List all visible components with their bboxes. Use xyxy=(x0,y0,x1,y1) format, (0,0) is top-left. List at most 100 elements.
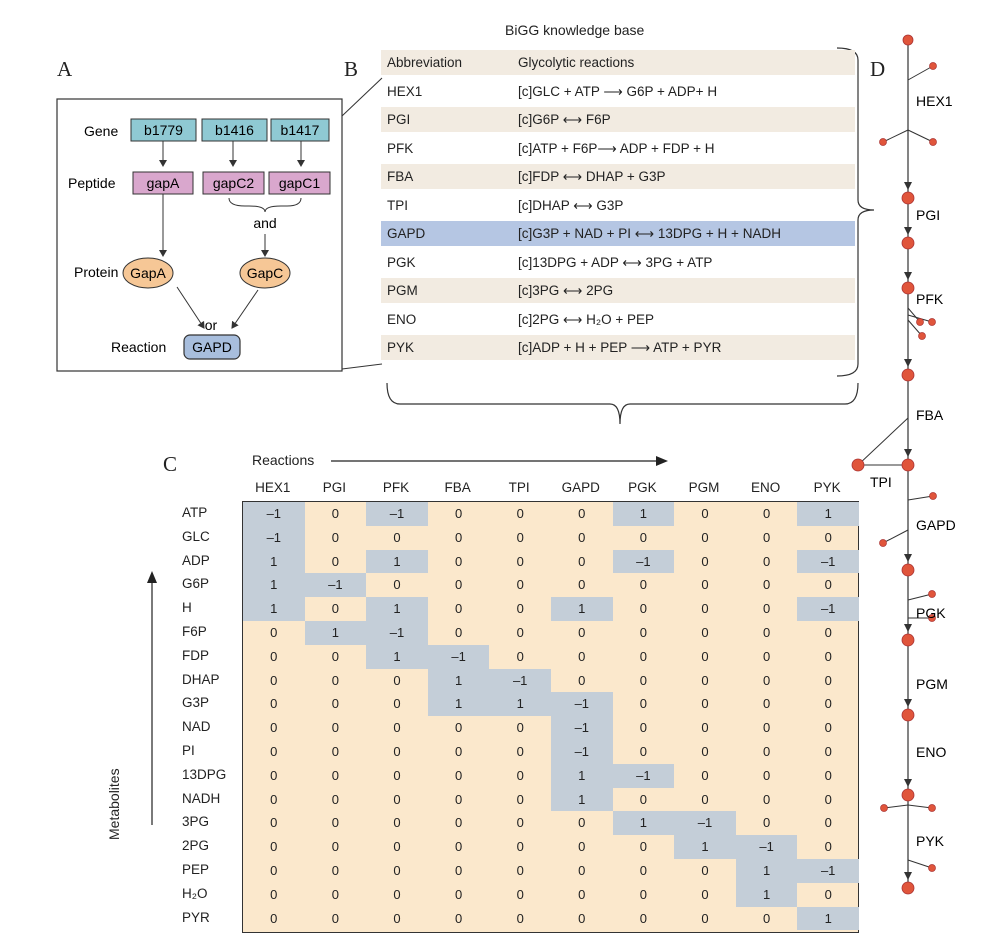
matrix-col-pyk: PYK xyxy=(813,480,841,495)
matrix-row-label: PEP xyxy=(182,862,210,877)
matrix-cell: 0 xyxy=(824,696,832,712)
matrix-cell: 0 xyxy=(824,529,832,545)
matrix-cell: 0 xyxy=(639,648,647,664)
matrix-cell: 0 xyxy=(824,839,832,855)
matrix-cell: 0 xyxy=(762,506,771,521)
kb-header-row: Abbreviation Glycolytic reactions xyxy=(381,50,855,75)
matrix-cell: 0 xyxy=(762,672,771,688)
kb-row-fba: FBA [c]FDP ⟷ DHAP + G3P xyxy=(381,164,855,189)
matrix-cell: –1 xyxy=(489,668,551,693)
matrix-col-pgm: PGM xyxy=(688,480,720,495)
pathway-metabolite-node xyxy=(901,881,915,895)
protein-GapA: GapA xyxy=(122,257,174,289)
kb-row-pgm: PGM [c]3PG ⟷ 2PG xyxy=(381,278,855,303)
matrix-cell: 0 xyxy=(393,863,401,878)
reaction-level-label: Reaction xyxy=(111,339,166,355)
gene-b1416: b1416 xyxy=(201,118,268,142)
stoichiometric-matrix: –1 0 –1 0 0 0 1 0 0 1 –1 0 0 0 0 0 0 0 0 0 1 0 1 0 0 0 –1 0 0 –1 1 –1 0 0… xyxy=(242,501,859,933)
matrix-cell: 0 xyxy=(762,553,771,569)
matrix-cell: 0 xyxy=(516,577,524,593)
matrix-row-label: DHAP xyxy=(182,671,220,687)
pathway-branch xyxy=(907,129,934,143)
pathway-cofactor-node xyxy=(929,62,937,70)
kb-abbr: PGK xyxy=(387,254,416,270)
matrix-cell: 0 xyxy=(824,625,832,640)
matrix-cell: 0 xyxy=(762,720,771,736)
matrix-cell: 0 xyxy=(516,910,524,926)
matrix-col-pgi: PGI xyxy=(322,480,347,495)
pathway-branch xyxy=(907,495,934,501)
pathway-cofactor-node xyxy=(928,318,936,326)
brace-right xyxy=(836,47,875,377)
matrix-cell: 0 xyxy=(639,886,647,902)
matrix-cell: 0 xyxy=(639,672,647,688)
matrix-cell: 0 xyxy=(701,696,709,712)
pathway-cofactor-node xyxy=(928,864,936,872)
pathway-arrowhead xyxy=(904,227,912,235)
matrix-cell: 0 xyxy=(331,839,339,855)
pathway-metabolite-node xyxy=(901,708,915,722)
svg-text:b1416: b1416 xyxy=(215,122,254,138)
matrix-cell: 0 xyxy=(701,577,709,593)
pathway-label-tpi: TPI xyxy=(870,474,892,490)
matrix-cell: 0 xyxy=(331,601,339,617)
matrix-cell: 0 xyxy=(270,767,278,783)
matrix-cell: 1 xyxy=(366,597,428,621)
matrix-cell: 0 xyxy=(454,529,463,545)
matrix-cell: 0 xyxy=(270,910,278,926)
matrix-cell: 0 xyxy=(701,720,709,736)
pathway-label-pgi: PGI xyxy=(916,207,940,223)
matrix-cell: 0 xyxy=(639,577,647,593)
matrix-row-label: ATP xyxy=(182,505,208,520)
pathway-branch xyxy=(883,804,909,809)
matrix-cell: 0 xyxy=(331,815,339,831)
matrix-cell: 0 xyxy=(516,625,524,640)
matrix-cell: 0 xyxy=(270,839,278,855)
matrix-cell: 1 xyxy=(674,835,736,859)
pathway-cofactor-node xyxy=(928,804,936,812)
kb-reaction: [c]GLC + ATP ⟶ G6P + ADP+ H xyxy=(518,83,718,99)
matrix-cell: 0 xyxy=(270,791,278,807)
matrix-row-label: NADH xyxy=(182,790,221,806)
kb-reaction: [c]FDP ⟷ DHAP + G3P xyxy=(518,169,666,184)
matrix-cell: 0 xyxy=(331,791,339,807)
pathway-branch xyxy=(907,804,933,809)
matrix-cell: 0 xyxy=(393,910,401,926)
matrix-cell: 0 xyxy=(824,767,832,783)
pathway-cofactor-node xyxy=(879,138,887,146)
matrix-cell: 0 xyxy=(639,863,647,878)
pathway-label-pgm: PGM xyxy=(916,676,948,692)
matrix-cell: 0 xyxy=(701,601,709,617)
svg-text:gapA: gapA xyxy=(147,175,180,191)
svg-text:GAPD: GAPD xyxy=(192,339,232,355)
matrix-cell: 0 xyxy=(578,863,586,878)
matrix-cell: 0 xyxy=(331,529,339,545)
matrix-cell: 0 xyxy=(270,720,278,736)
kb-reaction: [c]2PG ⟷ H₂O + PEP xyxy=(518,311,655,327)
kb-abbr: PGM xyxy=(387,283,418,298)
kb-abbr: HEX1 xyxy=(387,83,423,99)
matrix-row-label: NAD xyxy=(182,719,211,735)
matrix-cell: 1 xyxy=(427,668,490,693)
matrix-cell: 0 xyxy=(701,648,709,664)
svg-text:b1417: b1417 xyxy=(281,122,320,138)
kb-abbr: ENO xyxy=(387,311,417,327)
kb-header-abbreviation: Abbreviation xyxy=(387,55,463,70)
matrix-cell: 0 xyxy=(578,553,586,569)
kb-reaction: [c]ATP + F6P⟶ ADP + FDP + H xyxy=(518,140,715,156)
kb-title: BiGG knowledge base xyxy=(505,22,645,38)
kb-row-tpi: TPI [c]DHAP ⟷ G3P xyxy=(381,193,855,218)
matrix-cell: 1 xyxy=(735,882,798,907)
matrix-cell: 0 xyxy=(578,910,586,926)
pathway-label-gapd: GAPD xyxy=(916,517,956,533)
matrix-cell: 0 xyxy=(701,910,709,926)
pathway-metabolite-node xyxy=(851,458,865,472)
pathway-metabolite-node xyxy=(901,281,915,295)
matrix-cell: 0 xyxy=(454,910,463,926)
matrix-cell: –1 xyxy=(366,621,428,645)
peptide-gapA: gapA xyxy=(132,171,194,195)
matrix-cell: 0 xyxy=(578,886,586,902)
matrix-cell: 0 xyxy=(516,791,524,807)
matrix-cell: 0 xyxy=(578,577,586,593)
